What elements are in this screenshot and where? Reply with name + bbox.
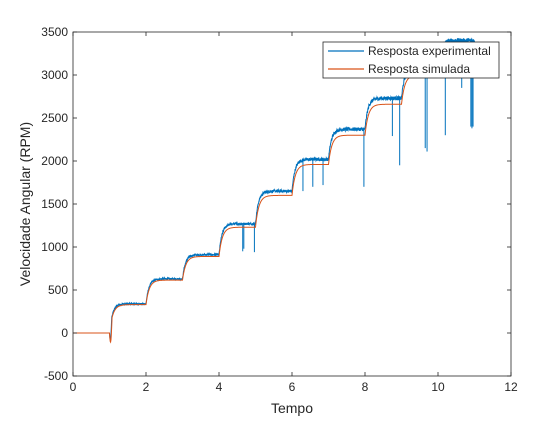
x-tick-label: 2 bbox=[143, 380, 150, 394]
y-tick-label: 2500 bbox=[41, 111, 68, 125]
x-tick-label: 4 bbox=[216, 380, 223, 394]
series-simulated-line bbox=[73, 46, 475, 344]
x-tick-label: 12 bbox=[504, 380, 518, 394]
y-tick-label: -500 bbox=[44, 369, 68, 383]
x-tick-label: 0 bbox=[70, 380, 77, 394]
x-axis-label: Tempo bbox=[271, 400, 313, 416]
y-tick-label: 2000 bbox=[41, 154, 68, 168]
y-tick-label: 3500 bbox=[41, 25, 68, 39]
y-axis-label: Velocidade Angular (RPM) bbox=[17, 122, 33, 286]
legend-label-experimental: Resposta experimental bbox=[368, 44, 491, 58]
y-tick-label: 1500 bbox=[41, 197, 68, 211]
legend-box bbox=[322, 41, 500, 79]
y-tick-label: 500 bbox=[48, 283, 68, 297]
x-tick-label: 6 bbox=[289, 380, 296, 394]
y-tick-label: 0 bbox=[61, 326, 68, 340]
y-tick-label: 1000 bbox=[41, 240, 68, 254]
series-layer bbox=[73, 37, 475, 344]
y-tick-label: 3000 bbox=[41, 68, 68, 82]
ticks-layer: 0 2 4 6 8 10 12-500050010001500200025003000350… bbox=[41, 25, 518, 394]
plot-area bbox=[73, 32, 511, 376]
x-tick-label: 8 bbox=[362, 380, 369, 394]
x-tick-label: 10 bbox=[431, 380, 445, 394]
legend[interactable]: Resposta experimental Resposta simulada bbox=[322, 41, 500, 79]
legend-label-simulated: Resposta simulada bbox=[368, 62, 470, 76]
